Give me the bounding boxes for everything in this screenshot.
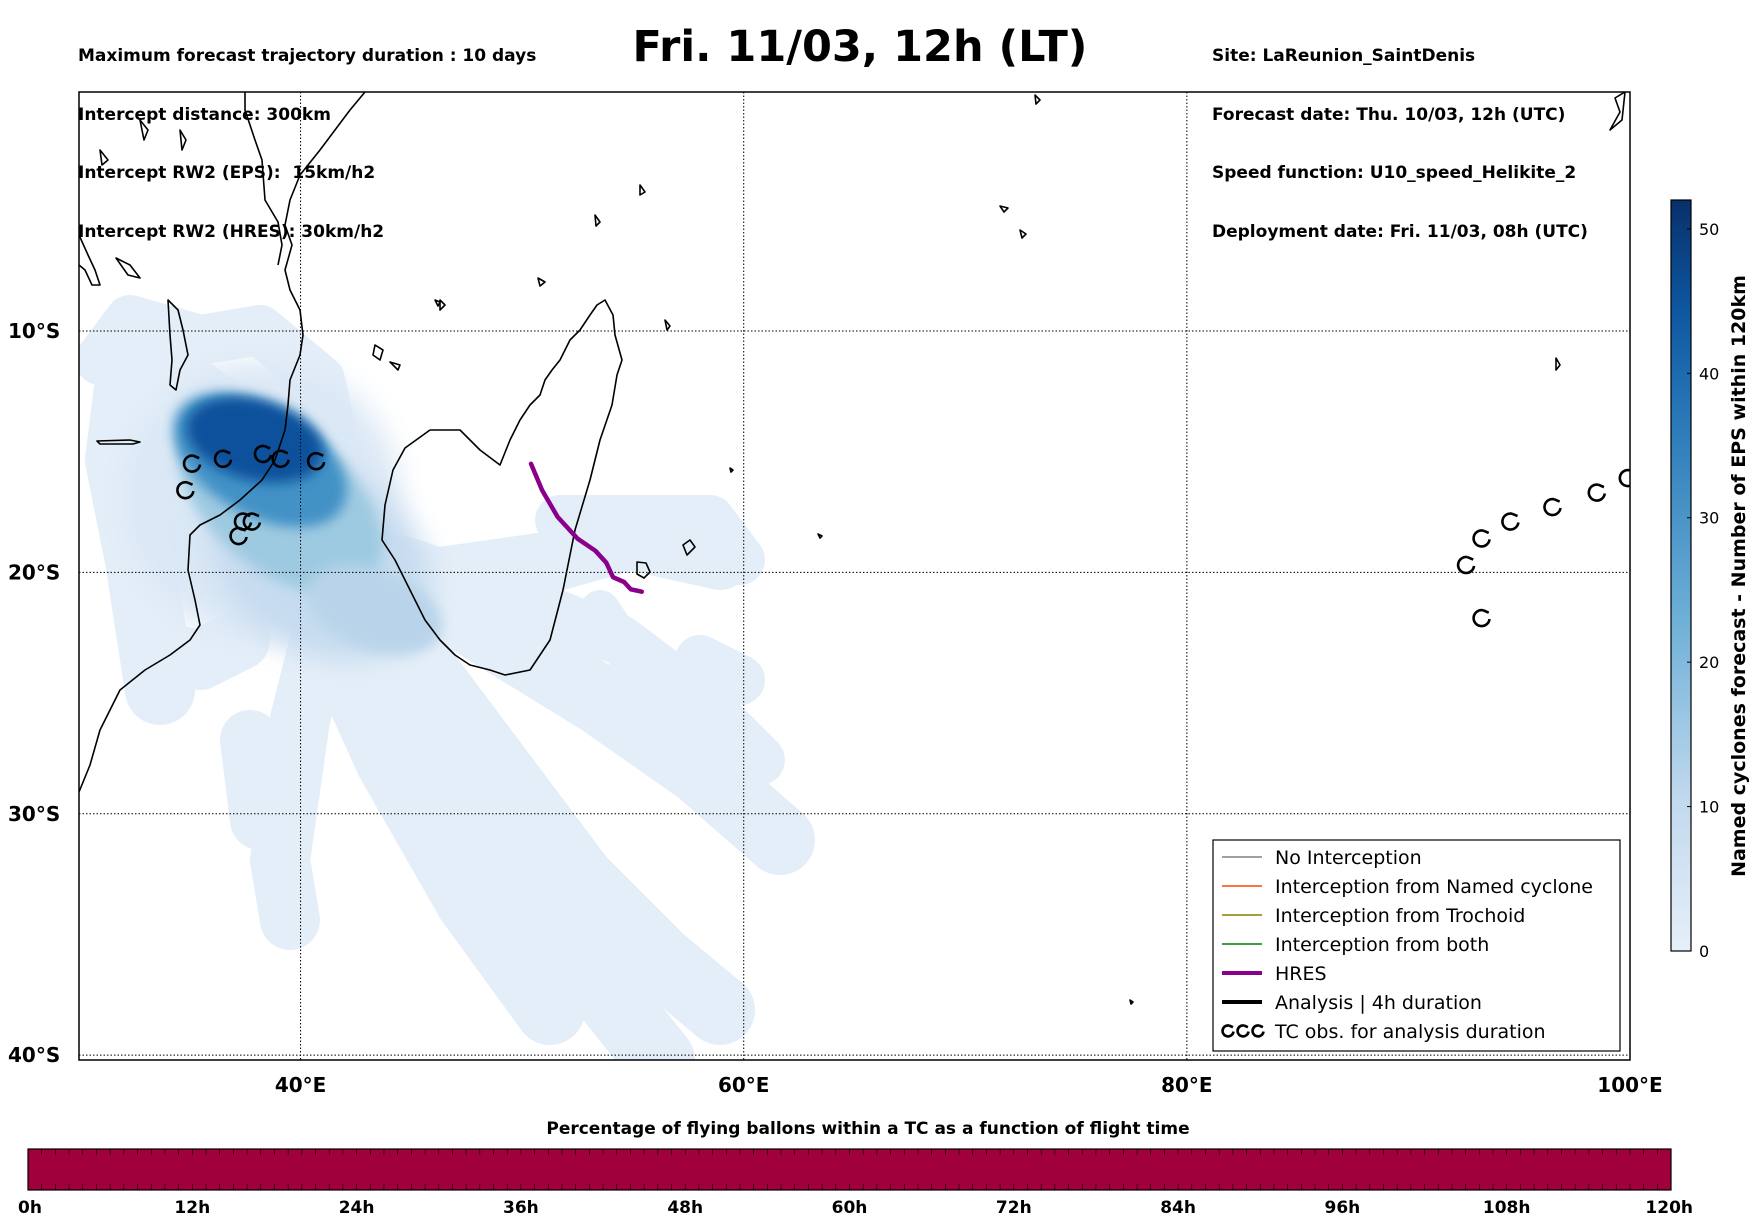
hres-track — [528, 461, 645, 594]
map-gridlines — [79, 92, 1630, 1060]
header-left-line: Maximum forecast trajectory duration : 1… — [78, 46, 537, 66]
tc-symbol-icon — [1472, 608, 1491, 628]
flight-bar-tick-label: 60h — [832, 1198, 868, 1218]
tc-symbol-icon — [242, 512, 262, 531]
lat-tick-label: 20°S — [8, 560, 60, 584]
tc-symbol-icon — [1221, 1024, 1235, 1038]
legend-label: Interception from both — [1275, 934, 1489, 956]
tc-symbol-icon — [1236, 1024, 1250, 1038]
legend-item: Analysis | 4h duration — [1222, 992, 1482, 1014]
tc-symbol-icon — [1543, 497, 1562, 517]
flight-bar-labels: 0h 12h 24h 36h 48h 60h 72h 84h 96h 108h 120h — [18, 1198, 1693, 1218]
legend-item: Interception from both — [1222, 934, 1489, 956]
eps-colorbar: 0 10 20 30 40 50 Named cyclones forecast - Nu… — [1670, 199, 1750, 961]
cyclone-density-field — [79, 295, 815, 1060]
header-right-line: Site: LaReunion_SaintDenis — [1212, 46, 1476, 66]
legend-box — [1212, 839, 1621, 1052]
legend-item: HRES — [1222, 963, 1327, 985]
tc-symbol-icon — [1456, 555, 1476, 575]
tc-symbol-icon — [229, 526, 248, 546]
legend-label: HRES — [1275, 963, 1327, 985]
tc-symbol-icon — [1501, 512, 1520, 531]
tc-symbol-icon — [1618, 468, 1630, 488]
flight-bar-tick-label: 72h — [996, 1198, 1032, 1218]
flight-bar-tick-label: 48h — [667, 1198, 703, 1218]
legend-label: Interception from Trochoid — [1275, 905, 1525, 927]
main-title: Fri. 11/03, 12h (LT) — [632, 22, 1088, 72]
tc-symbol-icon — [213, 449, 233, 469]
header-right-line: Forecast date: Thu. 10/03, 12h (UTC) — [1212, 104, 1566, 125]
colorbar-tick-label: 10 — [1699, 798, 1719, 817]
header-left-line: Intercept RW2 (EPS): 15km/h2 — [78, 163, 376, 183]
flight-bar-tick-label: 96h — [1325, 1198, 1361, 1218]
lon-tick-label: 100°E — [1597, 1073, 1662, 1097]
longitude-tick-labels: 40°E 60°E 80°E 100°E — [275, 1073, 1663, 1097]
tc-symbol-icon — [176, 480, 195, 500]
tc-symbol-icon — [253, 444, 273, 464]
flight-bar-minor-ticks — [41, 1149, 1658, 1190]
flight-bar-title: Percentage of flying ballons within a TC… — [546, 1119, 1189, 1139]
tc-symbol-icon — [1587, 483, 1607, 502]
lon-tick-label: 60°E — [718, 1073, 770, 1097]
header-right-line: Speed function: U10_speed_Helikite_2 — [1212, 163, 1577, 183]
flight-bar-tick-label: 36h — [503, 1198, 539, 1218]
colorbar-tick-label: 20 — [1699, 653, 1719, 672]
tc-observations — [176, 444, 1630, 628]
flight-bar-tick-label: 120h — [1645, 1198, 1693, 1218]
flight-bar-tick-label: 0h — [18, 1198, 42, 1218]
latitude-tick-labels: 10°S 20°S 30°S 40°S — [8, 319, 60, 1067]
header-right-line: Deployment date: Fri. 11/03, 08h (UTC) — [1212, 221, 1588, 242]
flight-bar-fill — [27, 1148, 1672, 1191]
colorbar-gradient — [1670, 199, 1692, 952]
legend-item: No Interception — [1222, 847, 1422, 869]
flight-time-bar: Percentage of flying ballons within a TC… — [18, 1119, 1693, 1218]
flight-bar-tick-label: 84h — [1160, 1198, 1196, 1218]
flight-bar-tick-label: 12h — [174, 1198, 210, 1218]
lat-tick-label: 30°S — [8, 802, 60, 826]
tc-symbol-icon — [306, 451, 326, 471]
lon-tick-label: 40°E — [275, 1073, 327, 1097]
colorbar-title: Named cyclones forecast - Number of EPS … — [1728, 275, 1750, 877]
legend-item: TC obs. for analysis duration — [1221, 1021, 1546, 1043]
header-left-line: Intercept distance: 300km — [78, 104, 331, 125]
header-right-info: Site: LaReunion_SaintDenis Forecast date… — [1212, 8, 1588, 262]
map-frame — [78, 91, 1631, 1061]
lon-tick-label: 80°E — [1161, 1073, 1213, 1097]
flight-bar-tick-label: 24h — [339, 1198, 375, 1218]
colorbar-tick-label: 30 — [1699, 509, 1719, 528]
legend-label: TC obs. for analysis duration — [1274, 1021, 1546, 1043]
tc-symbol-icon — [1251, 1024, 1265, 1038]
lat-tick-label: 10°S — [8, 319, 60, 343]
header-left-line: Intercept RW2 (HRES): 30km/h2 — [78, 221, 385, 242]
colorbar-tick-label: 0 — [1699, 942, 1709, 961]
legend-item: Interception from Trochoid — [1222, 905, 1525, 927]
colorbar-tick-label: 40 — [1699, 364, 1719, 383]
tc-symbol-icon — [182, 454, 202, 473]
coastlines — [79, 92, 1626, 1005]
lat-tick-label: 40°S — [8, 1043, 60, 1067]
map-area — [79, 92, 1630, 1060]
legend-label: Analysis | 4h duration — [1275, 992, 1482, 1014]
tc-symbol-icon — [271, 449, 290, 469]
legend-label: Interception from Named cyclone — [1275, 876, 1593, 898]
flight-bar-tick-label: 108h — [1483, 1198, 1531, 1218]
tc-symbol-icon — [1472, 529, 1491, 548]
map-legend: No Interception Interception from Named c… — [1212, 839, 1621, 1052]
legend-item: Interception from Named cyclone — [1222, 876, 1593, 898]
legend-label: No Interception — [1275, 847, 1422, 869]
colorbar-tick-label: 50 — [1699, 220, 1719, 239]
header-left-info: Maximum forecast trajectory duration : 1… — [78, 8, 536, 262]
